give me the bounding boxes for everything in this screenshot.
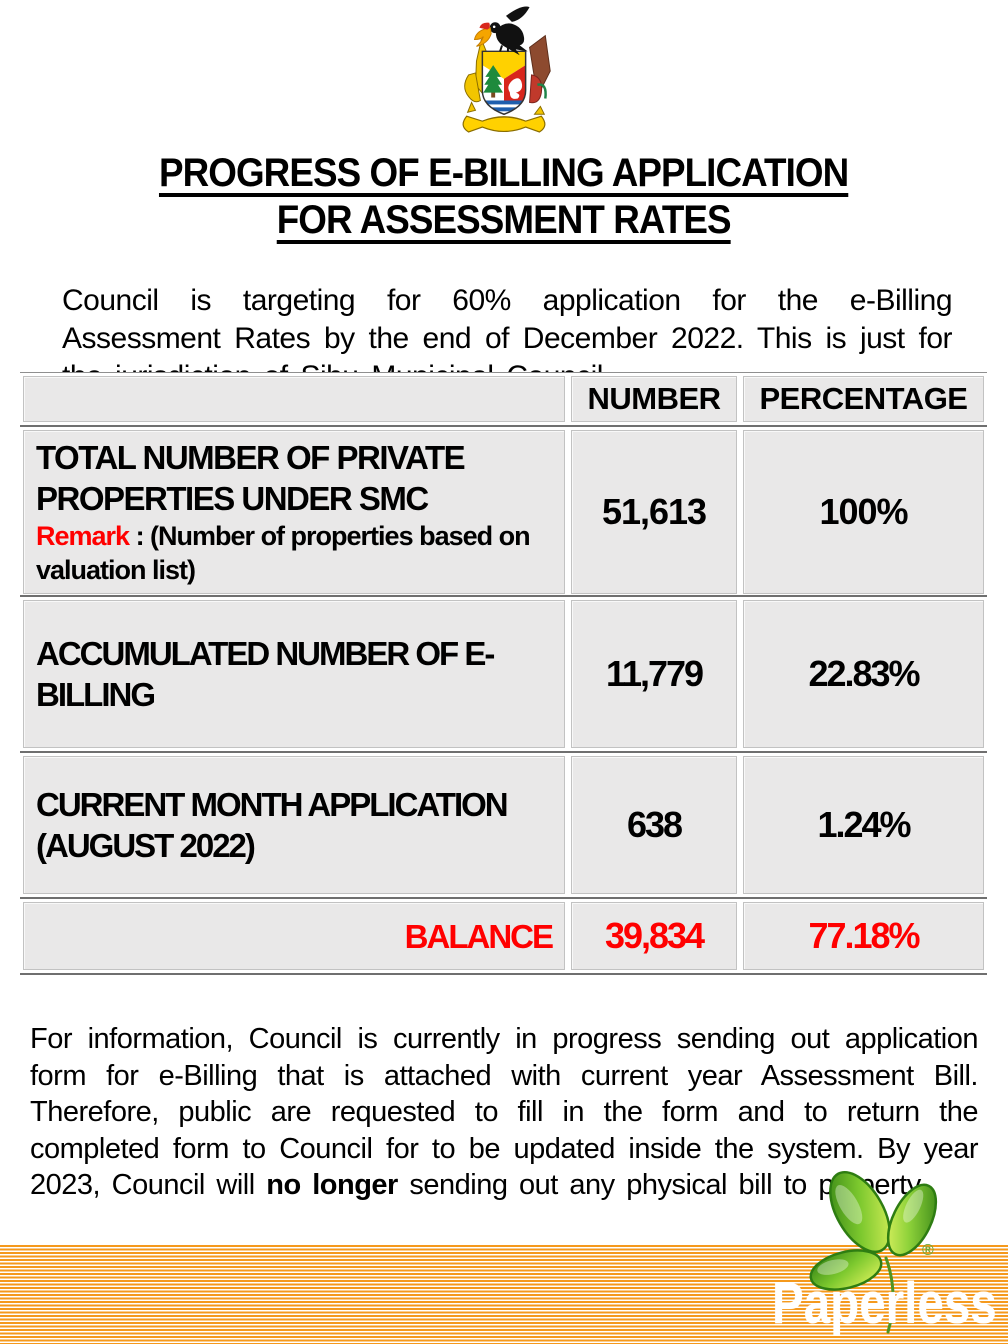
row-label-text: ACCUMULATED NUMBER OF E-BILLING (36, 635, 495, 713)
page-title-line1: PROGRESS OF E-BILLING APPLICATION (159, 151, 849, 195)
cell-number: 11,779 (571, 600, 737, 748)
page-title-line2: FOR ASSESSMENT RATES (277, 198, 732, 242)
cell-number: 638 (571, 756, 737, 894)
row-remark: Remark : (Number of properties based on … (36, 519, 556, 587)
footer-bold-text: no longer (266, 1169, 398, 1201)
header-cell-empty (23, 376, 565, 422)
cell-number: 51,613 (571, 430, 737, 594)
table-row: ACCUMULATED NUMBER OF E-BILLING 11,779 2… (20, 597, 987, 753)
row-label-current-month: CURRENT MONTH APPLICATION (AUGUST 2022) (23, 756, 565, 894)
header-cell-number: NUMBER (571, 376, 737, 422)
cell-number: 39,834 (571, 902, 737, 970)
row-label-accumulated: ACCUMULATED NUMBER OF E-BILLING (23, 600, 565, 748)
council-crest-logo (445, 4, 563, 141)
balance-label: BALANCE (404, 917, 554, 955)
ebilling-progress-table: NUMBER PERCENTAGE TOTAL NUMBER OF PRIVAT… (20, 372, 987, 975)
remark-label: Remark (36, 521, 130, 551)
cell-percentage: 100% (743, 430, 984, 594)
table-row-balance: BALANCE 39,834 77.18% (20, 899, 987, 975)
row-label-text: CURRENT MONTH APPLICATION (AUGUST 2022) (36, 786, 509, 864)
cell-percentage: 22.83% (743, 600, 984, 748)
registered-mark: ® (922, 1242, 934, 1259)
cell-percentage: 77.18% (743, 902, 984, 970)
leaf-upper-left (829, 1170, 891, 1254)
page-title: PROGRESS OF E-BILLING APPLICATION FOR AS… (0, 150, 1008, 244)
paperless-leaves-icon (806, 1152, 966, 1343)
cell-percentage: 1.24% (743, 756, 984, 894)
table-row: TOTAL NUMBER OF PRIVATE PROPERTIES UNDER… (20, 427, 987, 597)
table-header-row: NUMBER PERCENTAGE (20, 373, 987, 427)
leaf-lower-left (809, 1249, 883, 1291)
leaf-upper-right (886, 1183, 938, 1257)
row-label-total-properties: TOTAL NUMBER OF PRIVATE PROPERTIES UNDER… (23, 430, 565, 594)
header-cell-percentage: PERCENTAGE (743, 376, 984, 422)
row-label-balance: BALANCE (23, 902, 565, 970)
sibu-council-crest-icon (462, 6, 551, 133)
remark-text: : (Number of properties based on valuati… (36, 521, 531, 585)
footer-text-before: For information, Council is currently in… (30, 1023, 979, 1201)
table-row: CURRENT MONTH APPLICATION (AUGUST 2022) … (20, 753, 987, 899)
row-label-text: TOTAL NUMBER OF PRIVATE PROPERTIES UNDER… (36, 439, 466, 517)
paperless-wordmark: Paperless (772, 1271, 997, 1336)
